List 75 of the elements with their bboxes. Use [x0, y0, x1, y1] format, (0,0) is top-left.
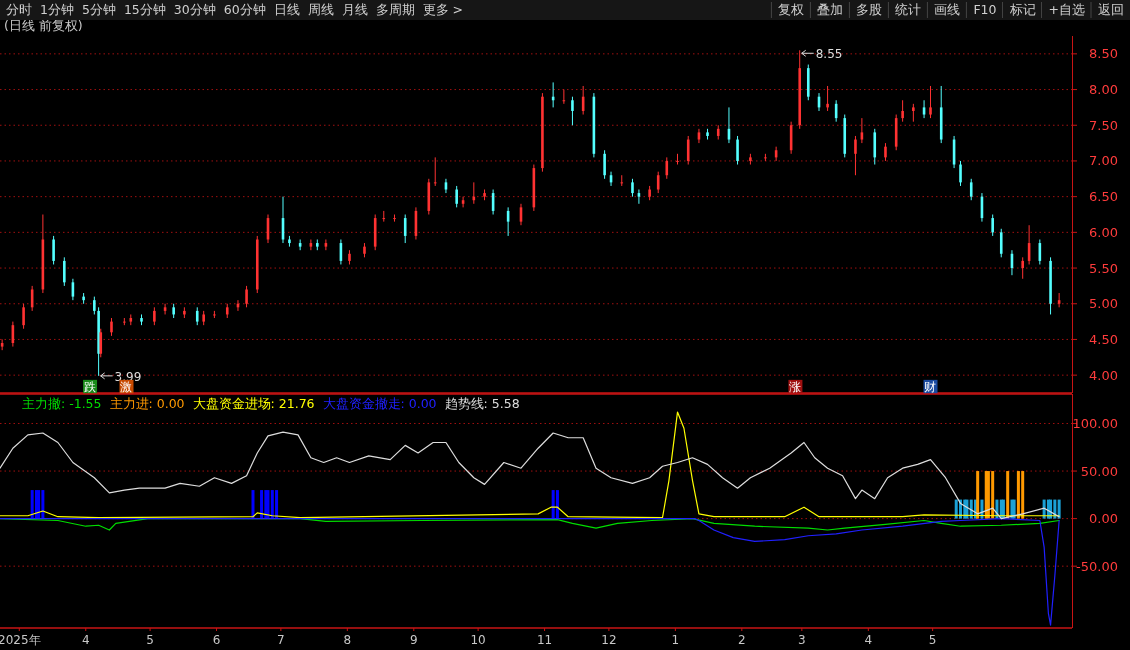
y-tick-label: 100.00 [1072, 415, 1118, 431]
x-tick-label: 7 [277, 633, 285, 647]
text: +自选 [1048, 2, 1085, 17]
text: 标记 [1008, 2, 1036, 17]
bar [41, 490, 45, 519]
annotation: 跌 [84, 379, 97, 394]
x-tick-label: 6 [212, 633, 221, 647]
text: 主力撤: -1.55 [22, 396, 102, 411]
x-tick-label: 1 [671, 633, 680, 647]
y-tick-label: 6.50 [1089, 189, 1118, 205]
bar [260, 490, 264, 519]
text: 主力进: 0.00 [109, 396, 185, 411]
text: 更多 > [422, 2, 464, 17]
bar [555, 490, 559, 519]
bar [1057, 499, 1061, 519]
x-tick-label: 4 [864, 633, 873, 647]
bar [991, 471, 995, 519]
text: 15分钟 [123, 2, 166, 17]
annotation: 8.55 [815, 47, 843, 62]
text: 叠加 [817, 2, 844, 17]
text: 5分钟 [81, 2, 116, 17]
bar [1006, 471, 1010, 519]
y-tick-label: 7.50 [1089, 117, 1118, 133]
text: 返回 [1098, 2, 1124, 17]
x-tick-label: 10 [470, 633, 486, 647]
x-tick-label: 5 [928, 633, 937, 647]
y-tick-label: 7.00 [1089, 153, 1118, 169]
text: 大盘资金进场: 21.76 [192, 396, 315, 411]
line-series [0, 431, 1060, 520]
text: 多股 [856, 2, 883, 17]
x-tick-label: 4 [81, 633, 90, 647]
bar [1021, 471, 1025, 519]
text: 30分钟 [173, 2, 216, 17]
y-tick-label: 4.00 [1089, 367, 1118, 383]
text: 日线 [273, 2, 300, 17]
text: 分时 [6, 2, 32, 17]
bar [976, 471, 980, 519]
x-tick-label: 12 [601, 633, 617, 647]
y-tick-label: -50.00 [1076, 558, 1118, 574]
text: 60分钟 [223, 2, 266, 17]
y-tick-label: 50.00 [1080, 463, 1118, 479]
x-tick-label: 11 [536, 633, 553, 647]
x-tick-label: 3 [798, 633, 806, 647]
bar [551, 490, 555, 519]
annotation: 财 [924, 379, 937, 394]
y-tick-label: 6.00 [1089, 224, 1118, 240]
chart-title: (日线 前复权) [4, 18, 83, 33]
y-tick-label: 8.50 [1089, 46, 1118, 62]
x-tick-label: 8 [343, 633, 352, 647]
text: 周线 [307, 2, 334, 17]
text: 趋势线: 5.58 [444, 396, 520, 411]
bar [251, 490, 255, 519]
line-series [0, 518, 1060, 626]
text: 1分钟 [40, 2, 74, 17]
bar [1016, 471, 1020, 519]
x-tick-label: 9 [409, 633, 418, 647]
bar [30, 490, 34, 519]
y-tick-label: 4.50 [1089, 331, 1118, 347]
annotation: 涨 [789, 379, 802, 394]
text: 复权 [778, 2, 805, 17]
text: 统计 [895, 2, 922, 17]
text: 画线 [934, 2, 961, 17]
y-tick-label: 5.00 [1089, 296, 1118, 312]
line-series [0, 411, 1060, 519]
y-tick-label: 5.50 [1089, 260, 1118, 276]
text: F10 [973, 2, 997, 17]
bar [270, 490, 274, 519]
text: 大盘资金撤走: 0.00 [322, 396, 437, 411]
text: 多周期 [375, 2, 415, 17]
text: 月线 [341, 2, 368, 17]
y-tick-label: 0.00 [1089, 511, 1118, 527]
y-tick-label: 8.00 [1089, 82, 1118, 98]
x-tick-label: 5 [146, 633, 154, 647]
bar [954, 499, 958, 519]
x-tick-label: 2 [738, 633, 746, 647]
